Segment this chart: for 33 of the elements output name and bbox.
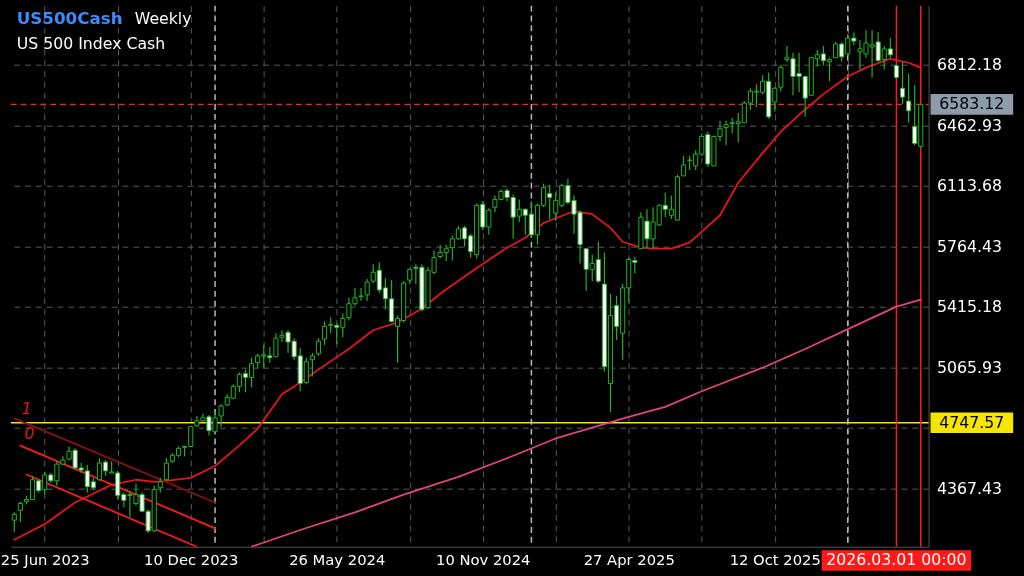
y-tick-label: 6113.68	[936, 176, 1002, 196]
candlestick	[899, 61, 906, 105]
x-tick-label: 10 Dec 2023	[144, 550, 239, 568]
candlestick	[723, 120, 729, 146]
ref-line-label: 2026.03.01 00:00	[826, 550, 967, 570]
chart-title: US500Cash	[16, 8, 123, 29]
y-tick-label: 5415.18	[936, 297, 1002, 317]
candlestick	[322, 320, 328, 346]
candlestick	[358, 287, 364, 302]
x-tick-label: 27 Apr 2025	[583, 550, 675, 568]
annotation: 0	[24, 424, 35, 444]
candlestick	[163, 457, 169, 482]
y-tick-label: 6462.93	[936, 115, 1002, 135]
candlestick	[11, 511, 17, 533]
ref-line-label: 6583.12	[939, 94, 1005, 114]
x-tick-label: 25 Jun 2023	[0, 550, 90, 568]
x-tick-label: 12 Oct 2025	[729, 550, 821, 568]
y-tick-label: 4367.43	[936, 479, 1002, 499]
y-tick-label: 5764.43	[936, 236, 1002, 256]
x-tick-label: 10 Nov 2024	[435, 550, 531, 568]
candlestick	[309, 352, 315, 378]
candlestick	[778, 64, 784, 92]
candlestick	[17, 500, 23, 523]
line-series	[13, 57, 922, 541]
annotation: Weekly	[134, 9, 192, 29]
ref-line-label: 4747.57	[939, 412, 1005, 432]
x-tick-label: 26 May 2024	[289, 550, 386, 568]
annotation: 1	[21, 398, 32, 418]
line-series	[250, 298, 922, 547]
candlestick	[906, 72, 912, 124]
text: US 500 Index Cash	[16, 33, 166, 53]
y-tick-label: 6812.18	[936, 55, 1002, 75]
y-tick-label: 5065.93	[936, 357, 1002, 377]
